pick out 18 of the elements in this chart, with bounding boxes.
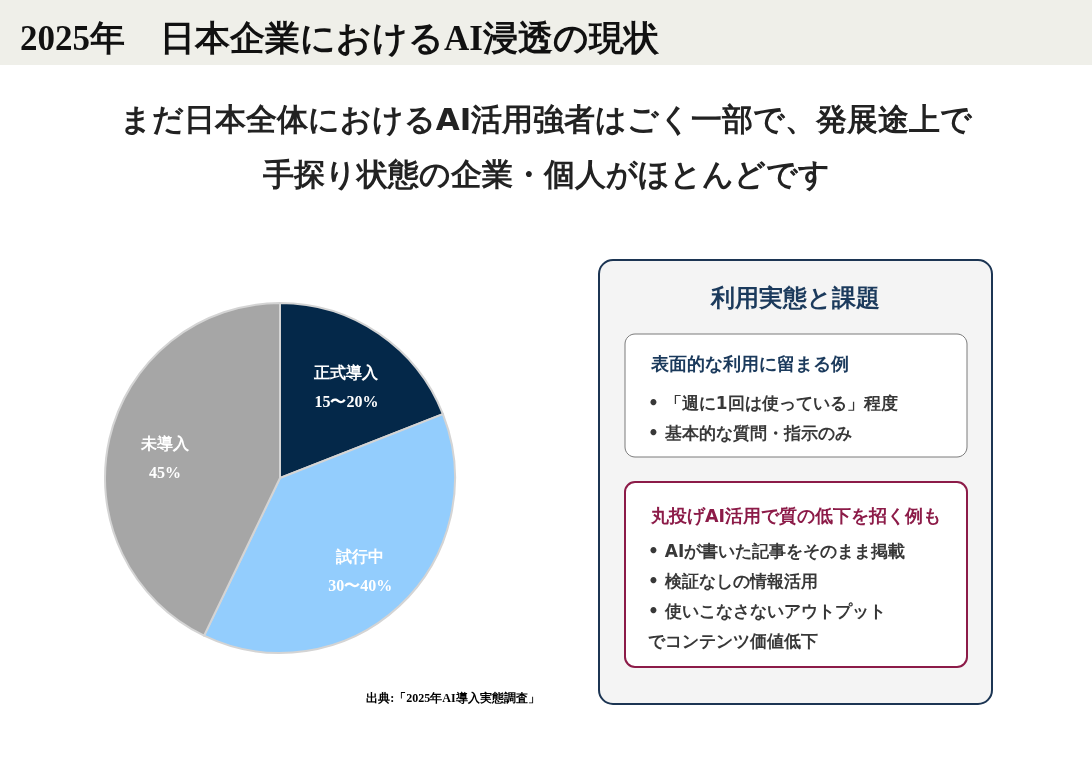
text: • AIが書いた記事をそのまま掲載 <box>648 541 906 561</box>
text: 表面的な利用に留まる例 <box>650 353 849 374</box>
text: • 検証なしの情報活用 <box>648 571 818 591</box>
slice-label: 正式導入 <box>313 362 380 382</box>
text: • 使いこなさないアウトプット <box>648 601 886 621</box>
text: 丸投げAI活用で質の低下を招く例も <box>650 506 942 526</box>
data-label: 15〜20% <box>314 392 379 410</box>
text: • 基本的な質問・指示のみ <box>648 423 852 443</box>
data-label: 45% <box>148 463 181 481</box>
text: • 「週に1回は使っている」程度 <box>648 393 898 413</box>
slice-label: 試行中 <box>335 546 385 566</box>
data-label: 30〜40% <box>328 576 393 594</box>
source-note: 出典:「2025年AI導入実態調査」 <box>366 691 540 705</box>
chart-title: 2025年 日本企業におけるAI浸透の現状 <box>20 19 660 58</box>
text: でコンテンツ価値低下 <box>648 631 818 651</box>
text: まだ日本全体におけるAI活用強者はごく一部で、発展途上で手探り状態の企業・個人がほとんどです <box>119 101 974 192</box>
slice-label: 未導入 <box>139 433 190 453</box>
text: 利用実態と課題 <box>709 284 880 312</box>
